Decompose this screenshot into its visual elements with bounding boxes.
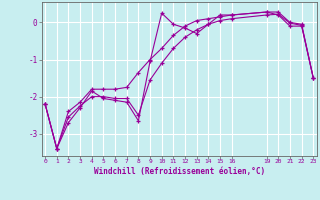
X-axis label: Windchill (Refroidissement éolien,°C): Windchill (Refroidissement éolien,°C) [94, 167, 265, 176]
